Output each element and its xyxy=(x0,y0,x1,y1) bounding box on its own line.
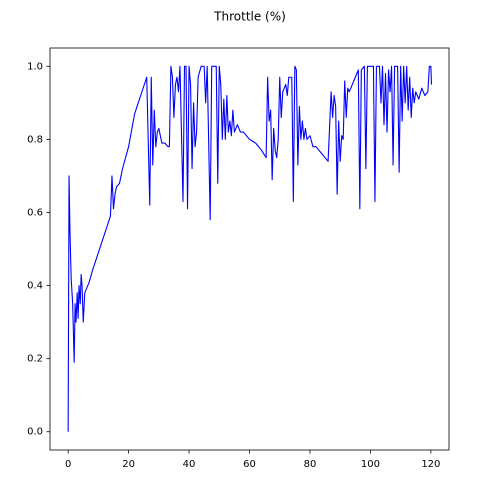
y-tick-label: 0.2 xyxy=(27,354,43,365)
plot-frame xyxy=(49,47,450,451)
x-tick-label: 40 xyxy=(183,459,196,470)
x-tick-label: 100 xyxy=(361,459,380,470)
y-tick-label: 0.0 xyxy=(27,427,43,438)
y-tick-label: 0.6 xyxy=(27,207,43,218)
line xyxy=(67,65,433,432)
x-tick-label: 60 xyxy=(243,459,256,470)
y-tick-label: 0.8 xyxy=(27,134,43,145)
chart-title: Throttle (%) xyxy=(213,10,286,24)
x-tick-label: 80 xyxy=(304,459,317,470)
y-tick-label: 1.0 xyxy=(27,61,43,72)
x-tick-label: 0 xyxy=(65,459,71,470)
x-tick-label: 120 xyxy=(421,459,440,470)
y-tick-label: 0.4 xyxy=(27,281,43,292)
x-tick-label: 20 xyxy=(122,459,135,470)
